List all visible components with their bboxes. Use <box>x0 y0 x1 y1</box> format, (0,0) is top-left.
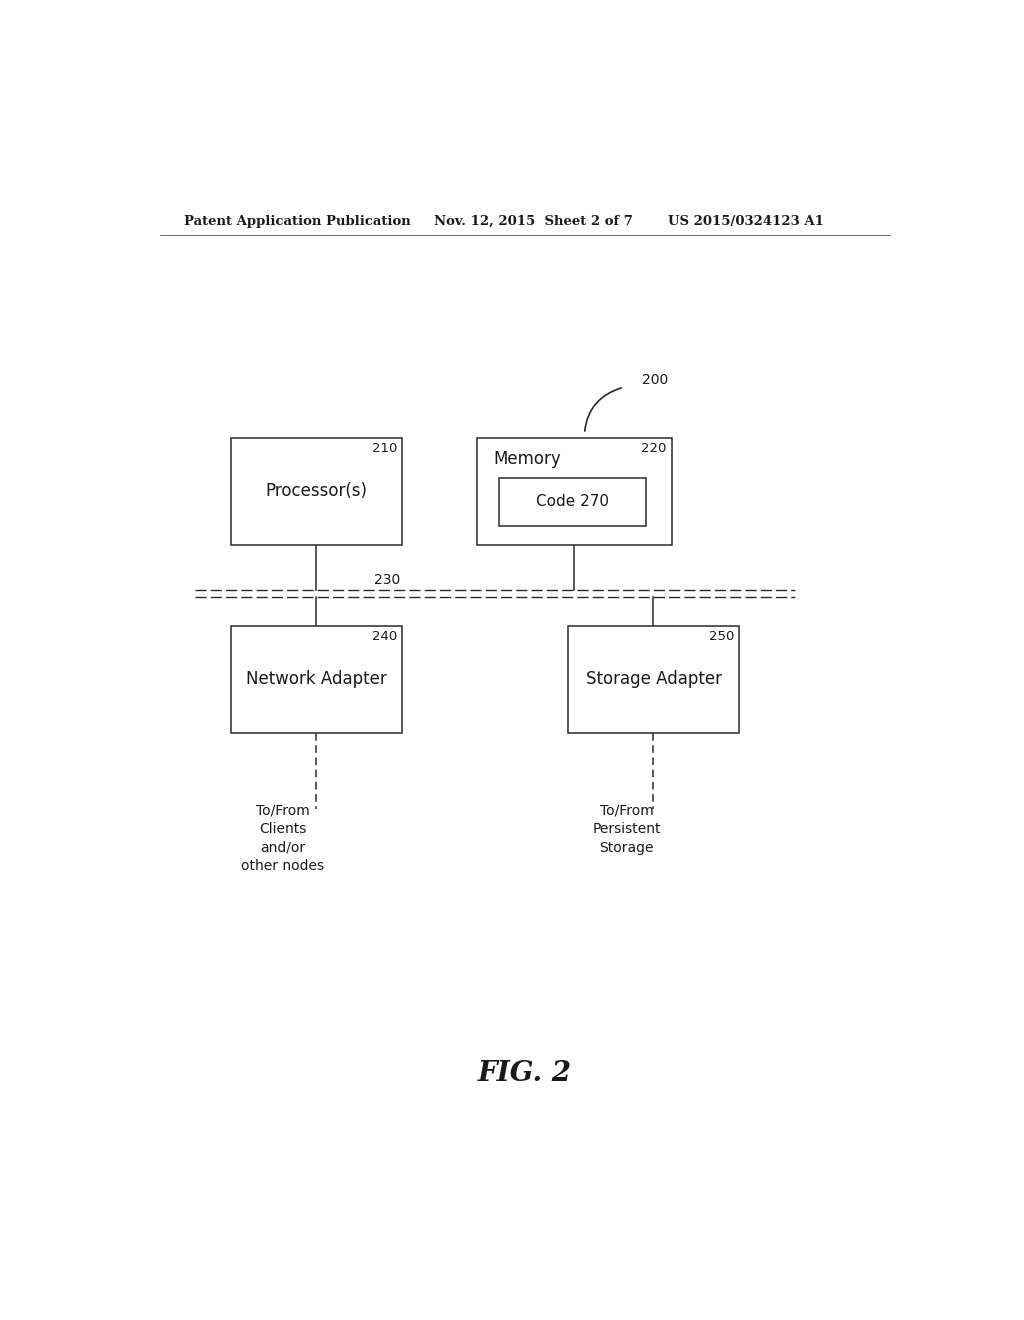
Text: Network Adapter: Network Adapter <box>246 671 387 688</box>
FancyArrowPatch shape <box>585 388 622 430</box>
Text: 230: 230 <box>374 573 400 587</box>
Text: Code 270: Code 270 <box>537 495 609 510</box>
Bar <box>231 626 401 733</box>
Text: Storage Adapter: Storage Adapter <box>586 671 722 688</box>
Bar <box>477 438 672 545</box>
Bar <box>568 626 739 733</box>
Text: Memory: Memory <box>494 450 561 469</box>
Text: To/From
Clients
and/or
other nodes: To/From Clients and/or other nodes <box>242 804 325 873</box>
Text: To/From
Persistent
Storage: To/From Persistent Storage <box>592 804 660 854</box>
Text: 220: 220 <box>641 442 667 455</box>
Text: Processor(s): Processor(s) <box>265 482 368 500</box>
Text: FIG. 2: FIG. 2 <box>478 1060 571 1086</box>
Text: 240: 240 <box>372 630 397 643</box>
Text: US 2015/0324123 A1: US 2015/0324123 A1 <box>668 215 823 228</box>
Text: Patent Application Publication: Patent Application Publication <box>183 215 411 228</box>
Bar <box>231 438 401 545</box>
Bar <box>500 478 646 527</box>
Text: Nov. 12, 2015  Sheet 2 of 7: Nov. 12, 2015 Sheet 2 of 7 <box>433 215 633 228</box>
Text: 210: 210 <box>372 442 397 455</box>
Text: 250: 250 <box>709 630 734 643</box>
Text: 200: 200 <box>642 374 669 387</box>
